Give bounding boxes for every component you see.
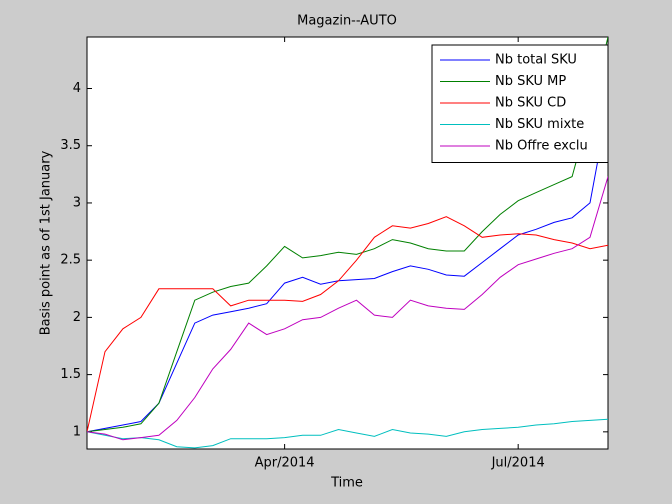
- y-tick-label: 2.5: [60, 253, 81, 268]
- x-axis-label: Time: [330, 476, 363, 491]
- y-tick-label: 3: [73, 195, 81, 210]
- y-axis-label: Basis point as of 1st January: [39, 150, 54, 335]
- series-line: [87, 37, 608, 433]
- legend-box: [431, 44, 609, 163]
- x-tick-label: Apr/2014: [255, 456, 315, 471]
- y-tick-label: 2: [73, 310, 81, 325]
- series-line: [87, 176, 608, 441]
- legend-label: Nb total SKU: [495, 53, 577, 68]
- y-tick-label: 1.5: [60, 367, 81, 382]
- y-tick-label: 4: [73, 81, 81, 96]
- legend-label: Nb SKU mixte: [495, 117, 584, 132]
- series-line: [87, 418, 608, 449]
- legend-label: Nb SKU MP: [495, 74, 566, 89]
- x-tick-label: Jul/2014: [491, 456, 545, 471]
- series-line: [87, 216, 608, 432]
- y-tick-label: 1: [73, 424, 81, 439]
- chart-title: Magazin--AUTO: [297, 14, 397, 29]
- y-tick-label: 3.5: [60, 138, 81, 153]
- legend-label: Nb SKU CD: [495, 96, 566, 111]
- legend-label: Nb Offre exclu: [495, 139, 588, 154]
